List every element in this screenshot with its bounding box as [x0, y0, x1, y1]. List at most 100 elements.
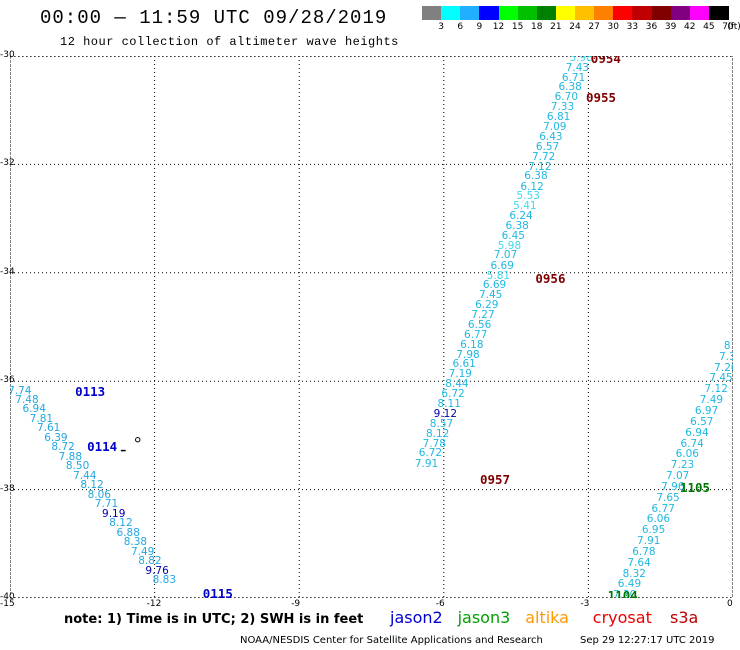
wave-height-value: 8.38: [123, 536, 148, 549]
map-plot-area: 7.74 7.48 6.94 7.81 7.61 6.39 8.72 7.88 8.50 7.44…: [10, 56, 733, 598]
wave-height-value: 8.06: [87, 489, 111, 502]
wave-height-value: 6.94: [22, 403, 46, 416]
legend-altika: altika: [525, 608, 569, 627]
latitude-tick-label: -30: [0, 50, 15, 60]
wave-height-value: 6.70: [554, 91, 579, 104]
wave-height-value: 9.76: [145, 564, 169, 577]
wave-height-value: 7.3: [719, 350, 733, 363]
wave-height-value: 8.11: [437, 397, 461, 410]
wave-height-value: 6.06: [646, 513, 671, 526]
wave-height-value: 6.12: [520, 180, 544, 193]
colorbar-swatch: [555, 6, 576, 20]
colorbar-label: 6: [457, 22, 464, 32]
wave-height-value: 7.72: [531, 150, 556, 163]
wave-height-value: 8: [723, 339, 731, 352]
wave-height-value: 7.49: [130, 545, 155, 558]
wave-height-value: 6.39: [44, 432, 68, 445]
latitude-tick-label: -32: [0, 158, 15, 169]
colorbar-label: 39: [664, 22, 677, 32]
colorbar-label: 9: [476, 22, 483, 32]
wave-height-value: 5.98: [497, 239, 522, 252]
wave-height-value: 6.78: [632, 545, 656, 558]
colorbar-swatch: [594, 6, 614, 20]
longitude-tick-label: -15: [0, 599, 15, 609]
wave-height-value: 5.41: [513, 200, 537, 213]
colorbar-swatch: [441, 6, 461, 20]
wave-height-value: 8.44: [445, 378, 469, 391]
wave-height-value: 7.91: [414, 457, 439, 470]
wave-height-value: 6.49: [617, 578, 642, 591]
colorbar-swatch: [708, 6, 729, 20]
wave-height-value: 9.12: [433, 407, 458, 420]
colorbar-label: 45: [703, 22, 715, 32]
wave-height-value: 7.07: [665, 470, 690, 483]
wave-height-value: 6.97: [694, 405, 719, 417]
wave-height-value: 6.72: [441, 388, 465, 401]
map-frame: [10, 56, 733, 598]
chart-subtitle: 12 hour collection of altimeter wave hei…: [60, 35, 399, 49]
wave-height-value: 6.74: [680, 437, 704, 450]
wave-height-value: 7.88: [58, 451, 83, 464]
wave-height-value: 6.45: [501, 229, 525, 242]
wave-height-value: 7.44: [73, 470, 97, 483]
latitude-tick-label: -36: [0, 375, 15, 386]
colorbar-swatch: [517, 6, 538, 20]
wave-height-value: 8.83: [152, 574, 177, 587]
longitude-tick-label: -6: [435, 599, 445, 609]
wave-height-value: 6.69: [490, 259, 514, 272]
wave-height-value: 7.30: [612, 589, 637, 598]
colorbar-swatch: [422, 6, 442, 20]
colorbar-swatch: [536, 6, 557, 20]
wave-height-value: 9.19: [102, 507, 126, 520]
wave-height-value: 6.18: [460, 338, 484, 351]
wave-height-value: 7.49: [699, 394, 724, 407]
pass-time-label: 0957: [479, 471, 511, 487]
colorbar-swatch: [479, 6, 499, 20]
wave-height-value: 7.61: [36, 422, 61, 435]
pass-time-label: 1104: [607, 588, 638, 598]
colorbar-label: 3: [438, 22, 444, 32]
wave-height-value: 6.71: [561, 71, 586, 84]
wave-height-value: 6.95: [641, 524, 666, 537]
longitude-tick-label: -3: [580, 599, 590, 609]
wave-height-value: 7.98: [456, 348, 480, 361]
wave-height-value: 6.38: [558, 81, 582, 94]
pass-time-label: 0114: [87, 439, 118, 455]
wave-height-value: 7.48: [15, 394, 39, 407]
colorbar-swatch: [670, 6, 691, 20]
colorbar-swatch: [575, 6, 595, 20]
wave-height-value: 5.81: [486, 269, 511, 282]
legend-jason2: jason2: [390, 608, 443, 627]
pass-time-label: 0115: [202, 585, 233, 598]
wave-height-value: 6.72: [418, 447, 443, 460]
latitude-tick-label: -34: [0, 266, 15, 277]
wave-height-value: 7.33: [550, 101, 575, 114]
wave-height-value: 7.45: [709, 372, 733, 385]
latitude-tick-label: -40: [0, 592, 15, 602]
pass-time-label: 0954: [590, 56, 621, 66]
wave-height-value: 8.12: [425, 427, 450, 440]
wave-height-value: 7.78: [422, 437, 446, 450]
wave-height-value: 7.64: [627, 556, 651, 569]
wave-height-value: 7.12: [704, 383, 728, 396]
credit-line: NOAA/NESDIS Center for Satellite Applica…: [240, 635, 543, 646]
wave-height-value: 6.94: [685, 426, 709, 439]
colorbar-swatch: [460, 6, 480, 20]
colorbar-label: 12: [492, 22, 505, 32]
wave-height-value: 7.65: [656, 491, 680, 504]
colorbar-swatch: [651, 6, 672, 20]
colorbar-label: 21: [550, 22, 562, 32]
colorbar-label: 36: [645, 22, 658, 32]
pass-time-label: 0956: [535, 271, 566, 287]
wave-height-value: 6.38: [505, 220, 529, 233]
wave-height-value: 6.24: [509, 209, 533, 222]
generated-timestamp: Sep 29 12:27:17 UTC 2019: [580, 635, 715, 646]
latitude-tick-label: -38: [0, 483, 15, 494]
wave-height-value: 8.57: [429, 418, 454, 431]
wave-height-value: 7.81: [29, 413, 54, 426]
wave-height-value: 8.72: [51, 441, 75, 454]
colorbar-unit: (ft): [727, 22, 740, 32]
wave-height-value: 6.57: [535, 141, 560, 154]
colorbar-label: 18: [531, 22, 543, 32]
legend-jason3: jason3: [457, 608, 511, 627]
